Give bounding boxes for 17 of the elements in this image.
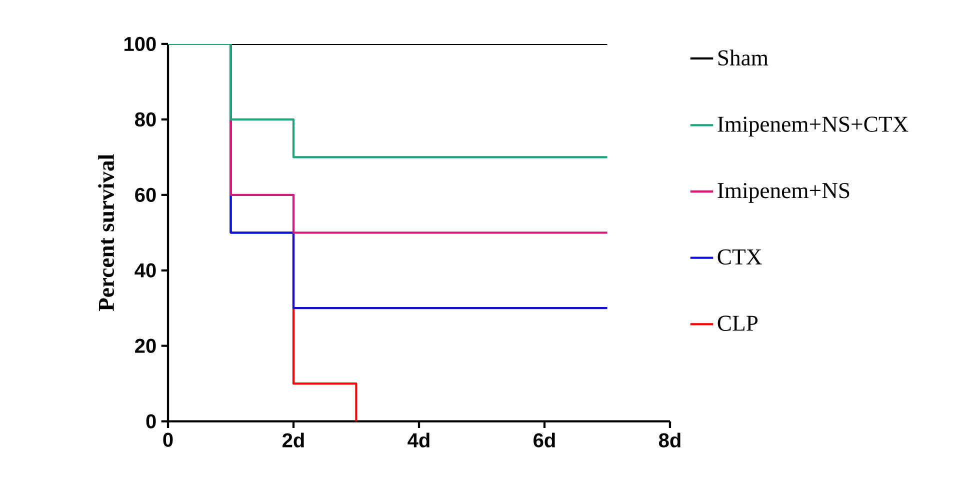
x-tick-label: 4d — [408, 432, 430, 448]
x-tick-label: 8d — [658, 432, 680, 448]
y-tick-label: 60 — [135, 188, 156, 202]
y-tick-label: 80 — [135, 112, 156, 127]
y-tick-label: 100 — [124, 36, 156, 52]
y-tick-label: 40 — [134, 263, 156, 278]
legend-label: Imipenem+NS+CTX — [718, 116, 908, 136]
x-tick-label: 6d — [534, 432, 555, 448]
x-tick-label: 0 — [163, 432, 173, 447]
y-tick-label: 20 — [135, 338, 156, 353]
legend-label: CTX — [718, 249, 762, 265]
legend-label: Imipenem+NS — [718, 182, 850, 203]
legend-label: Sham — [718, 50, 768, 66]
x-tick-label: 2d — [282, 432, 304, 448]
y-axis-title: Percent survival — [98, 154, 114, 312]
legend-label: CLP — [718, 316, 758, 331]
y-tick-label: 0 — [146, 414, 156, 428]
